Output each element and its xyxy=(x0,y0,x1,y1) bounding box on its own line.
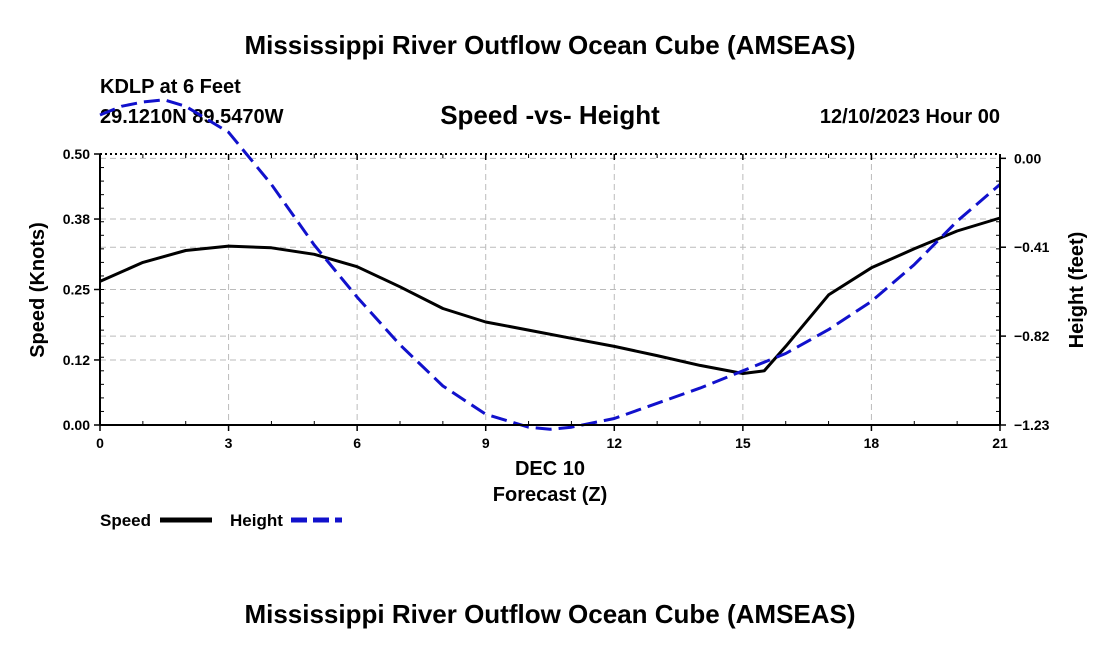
x-tick-label: 0 xyxy=(96,435,104,451)
grid-lines xyxy=(100,153,1000,426)
y-tick-label: 0.00 xyxy=(63,417,90,433)
forecast-datetime: 12/10/2023 Hour 00 xyxy=(819,106,1000,128)
y-tick-label: 0.50 xyxy=(63,146,90,162)
legend: Speed Height xyxy=(100,511,342,530)
axes: 0 3 6 9 12 15 18 21 0.50 0.38 0.25 0.12 0.00 0.00 −0.4… xyxy=(63,146,1050,451)
x-tick-label: 6 xyxy=(353,435,361,451)
chart-subtitle: Speed -vs- Height xyxy=(440,100,660,130)
x-tick-label: 3 xyxy=(225,435,233,451)
footer-title: Mississippi River Outflow Ocean Cube (AM… xyxy=(244,599,856,629)
x-tick-label: 9 xyxy=(482,435,490,451)
x-tick-label: 12 xyxy=(606,435,622,451)
y-tick-label: 0.25 xyxy=(63,282,90,298)
x-axis-title: Forecast (Z) xyxy=(493,484,607,506)
y2-axis-title: Height (feet) xyxy=(1066,232,1088,349)
y-axis-title: Speed (Knots) xyxy=(27,222,49,358)
legend-label-speed: Speed xyxy=(100,511,151,530)
x-tick-label: 15 xyxy=(735,435,751,451)
y2-tick-label: −0.82 xyxy=(1014,328,1050,344)
y-tick-label: 0.12 xyxy=(63,352,90,368)
series-lines xyxy=(99,98,1001,431)
axis-labels: DEC 10 Forecast (Z) Speed (Knots) Height… xyxy=(27,222,1088,506)
main-title: Mississippi River Outflow Ocean Cube (AM… xyxy=(244,30,856,60)
legend-label-height: Height xyxy=(230,511,283,530)
y-tick-label: 0.38 xyxy=(63,211,90,227)
y2-tick-label: −1.23 xyxy=(1014,417,1050,433)
x-axis-date-label: DEC 10 xyxy=(515,458,585,480)
series-line-height xyxy=(99,98,1001,431)
y2-tick-label: −0.41 xyxy=(1014,239,1050,255)
x-tick-label: 21 xyxy=(992,435,1008,451)
coordinates-label: 29.1210N 89.5470W xyxy=(100,106,284,128)
station-label: KDLP at 6 Feet xyxy=(100,76,241,98)
series-line-speed xyxy=(99,216,1001,375)
y2-tick-label: 0.00 xyxy=(1014,150,1041,166)
x-tick-label: 18 xyxy=(864,435,880,451)
